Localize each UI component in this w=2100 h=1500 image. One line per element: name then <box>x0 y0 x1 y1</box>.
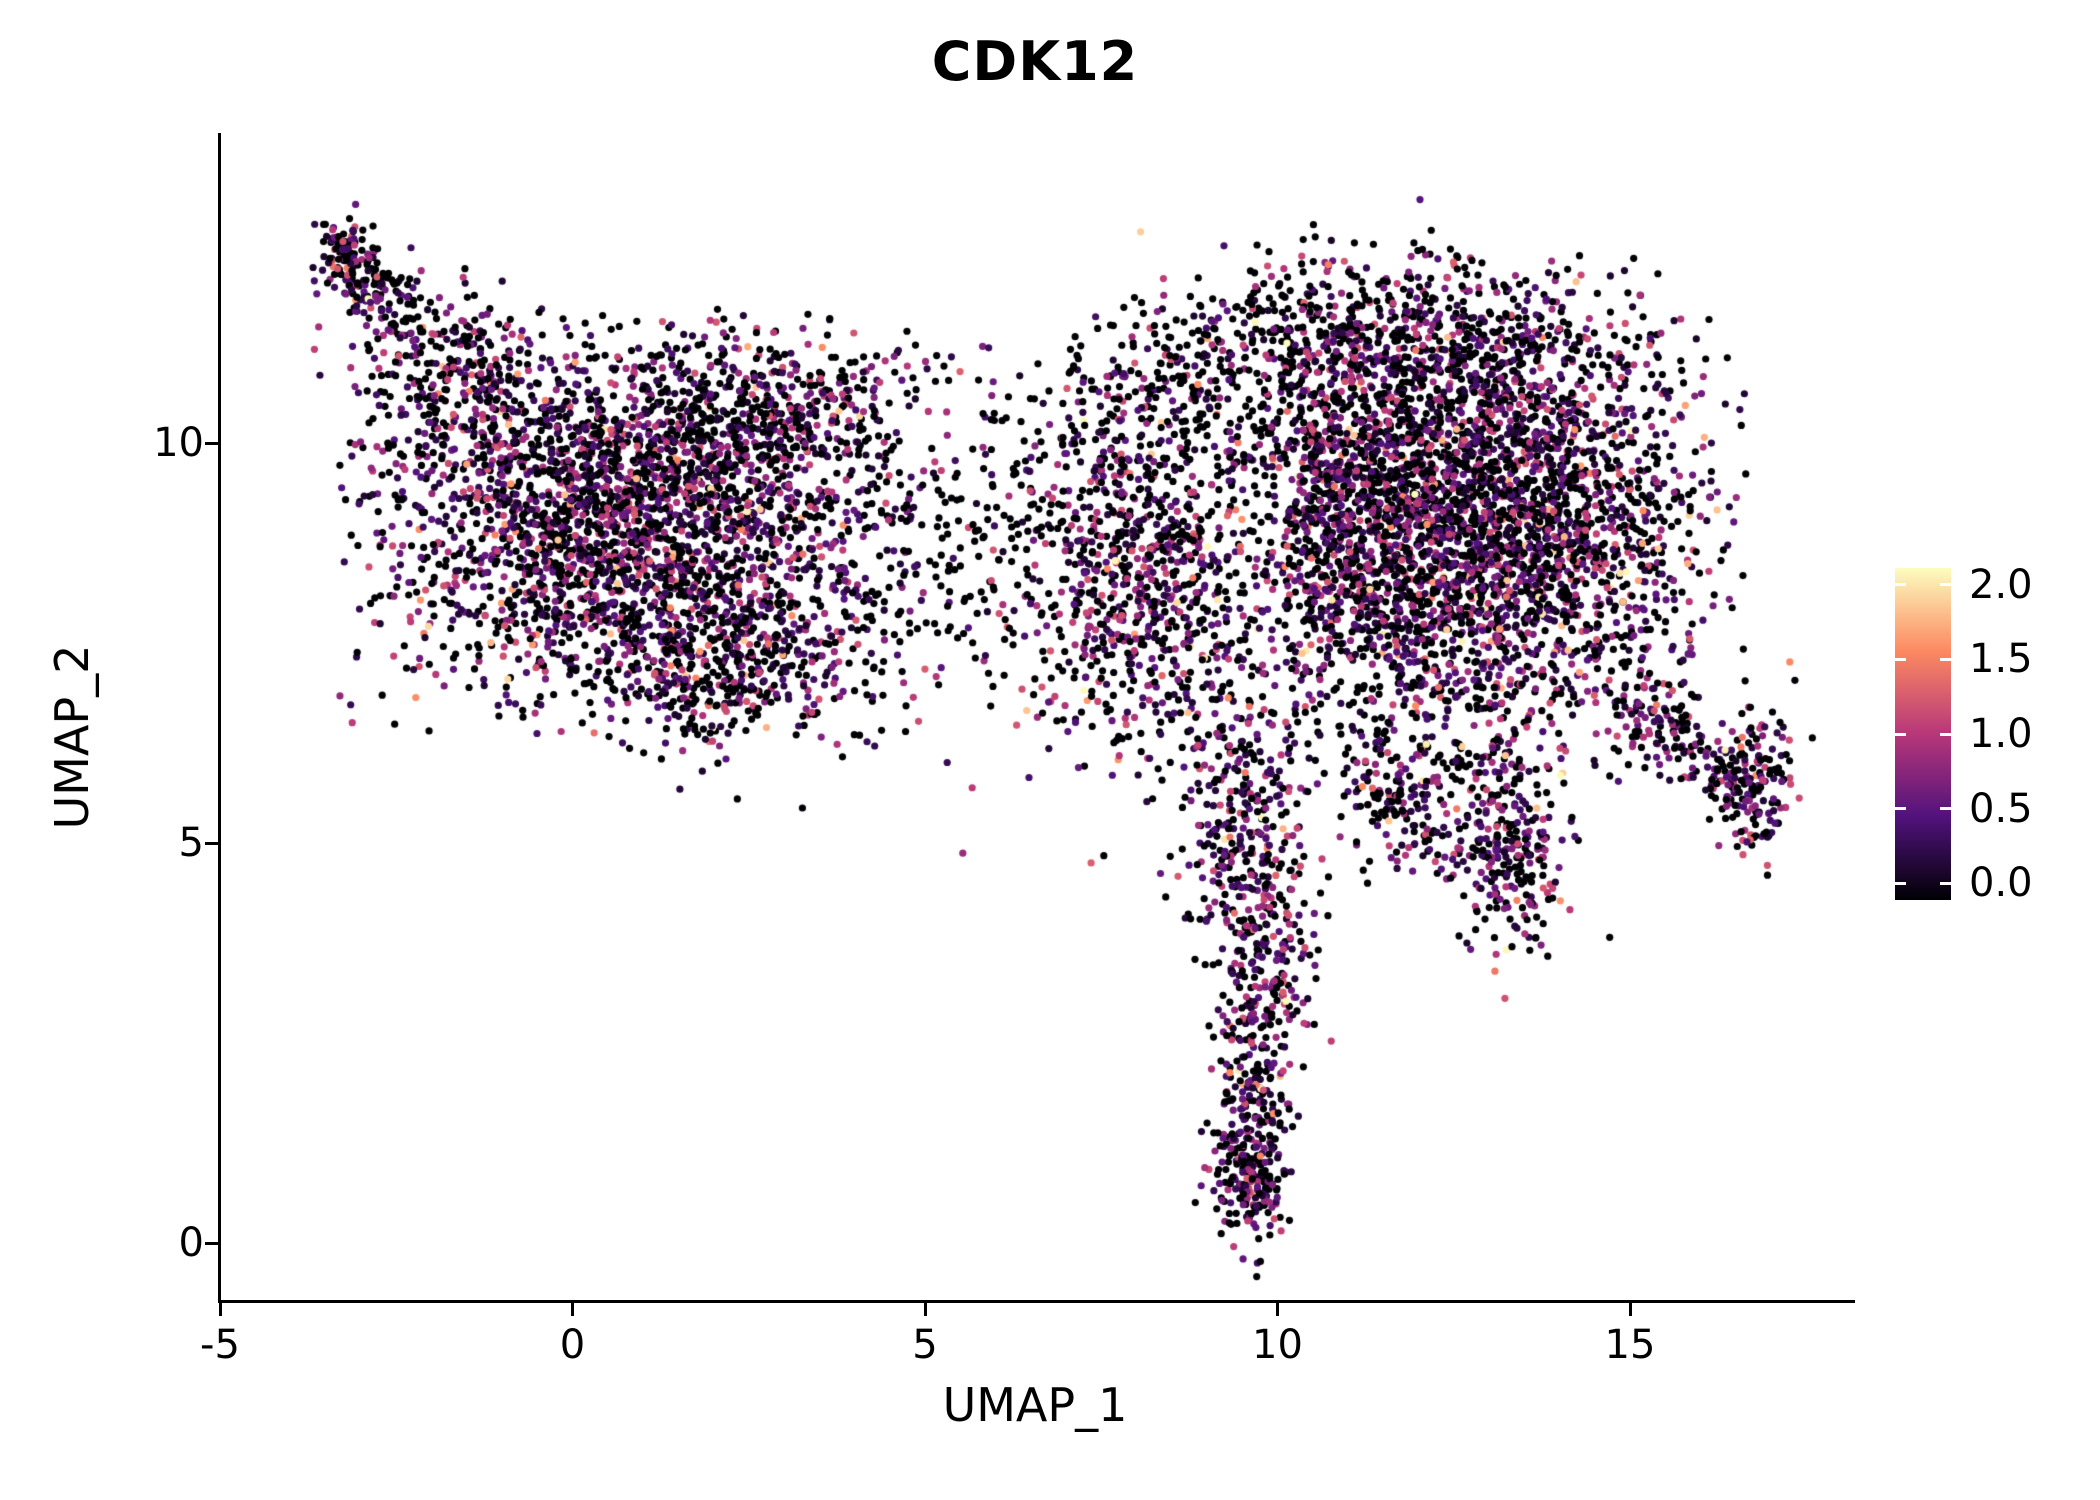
colorbar-tick-mark <box>1940 807 1951 811</box>
colorbar-tick-mark <box>1895 583 1906 587</box>
colorbar-gradient <box>1895 568 1951 900</box>
x-axis-line <box>218 1300 1855 1303</box>
x-tick-mark <box>923 1303 927 1316</box>
x-tick-label: 0 <box>559 1322 586 1368</box>
colorbar-tick-mark <box>1940 881 1951 885</box>
colorbar-tick-label: 0.5 <box>1969 785 2033 832</box>
colorbar-tick-label: 0.0 <box>1969 860 2033 907</box>
colorbar-tick-mark <box>1895 732 1906 736</box>
colorbar-tick-label: 1.0 <box>1969 711 2033 757</box>
y-tick-label: 5 <box>178 820 204 866</box>
y-axis-line <box>218 133 221 1303</box>
colorbar-tick-mark <box>1940 583 1951 587</box>
colorbar-tick-mark <box>1895 881 1906 885</box>
y-tick-mark <box>205 841 218 845</box>
colorbar-tick-mark <box>1940 732 1951 736</box>
x-tick-mark <box>1628 1303 1632 1316</box>
colorbar-tick-mark <box>1940 657 1951 661</box>
x-tick-mark <box>1276 1303 1279 1316</box>
x-tick-label: -5 <box>200 1322 240 1368</box>
y-axis-label: UMAP_2 <box>45 644 99 830</box>
x-axis-label: UMAP_1 <box>942 1378 1128 1432</box>
colorbar-tick-label: 1.5 <box>1969 636 2033 683</box>
x-tick-mark <box>218 1303 222 1316</box>
y-tick-label: 10 <box>153 420 204 466</box>
colorbar-legend: 2.0 1.5 1.0 0.5 0.0 <box>1895 562 2095 906</box>
colorbar-tick-label: 2.0 <box>1969 561 2033 608</box>
x-tick-label: 15 <box>1604 1322 1656 1368</box>
x-tick-label: 10 <box>1252 1322 1303 1368</box>
colorbar-tick-mark <box>1895 657 1906 661</box>
y-tick-mark <box>205 1241 218 1245</box>
y-tick-mark <box>205 441 218 445</box>
colorbar-tick-mark <box>1895 807 1906 811</box>
x-tick-label: 5 <box>912 1322 938 1368</box>
y-tick-label: 0 <box>178 1220 204 1266</box>
x-tick-mark <box>571 1303 574 1316</box>
